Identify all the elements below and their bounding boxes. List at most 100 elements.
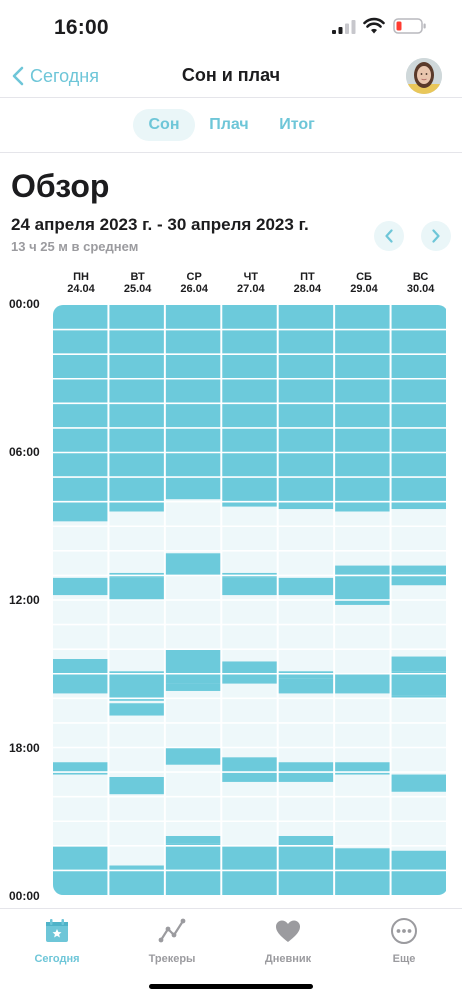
sleep-segment[interactable] (222, 572, 277, 578)
chevron-right-icon (432, 229, 440, 243)
day-weekday: ВС (412, 271, 429, 283)
more-icon (391, 918, 417, 944)
sleep-segment[interactable] (278, 671, 334, 679)
sleep-segment[interactable] (222, 757, 277, 773)
sleep-segment[interactable] (53, 577, 108, 596)
signal-icon (332, 20, 356, 34)
sleep-segment[interactable] (53, 772, 108, 775)
bottom-tab-trackers[interactable]: Трекеры (132, 917, 212, 967)
chevron-left-icon (12, 66, 24, 86)
prev-week-button[interactable] (374, 221, 404, 251)
sleep-segment[interactable] (335, 600, 390, 605)
tab-sleep[interactable]: Сон (133, 109, 195, 141)
wifi-icon (363, 17, 385, 34)
sleep-segment[interactable] (165, 843, 221, 895)
tab-total[interactable]: Итог (279, 116, 315, 133)
chevron-left-icon (385, 229, 393, 243)
back-button-label: Сегодня (30, 65, 99, 86)
sleep-segment[interactable] (222, 673, 277, 684)
sleep-segment[interactable] (391, 774, 446, 792)
sleep-segment[interactable] (222, 661, 277, 674)
sleep-segment[interactable] (391, 695, 446, 699)
trend-icon (158, 918, 186, 943)
sleep-segment[interactable] (278, 305, 334, 510)
day-date: 27.04 (237, 283, 265, 295)
sleep-segment[interactable] (391, 850, 446, 895)
page-title-nav: Сон и плач (181, 65, 281, 85)
sleep-segment[interactable] (335, 848, 390, 895)
sleep-segment[interactable] (165, 305, 221, 500)
bottom-tab-more[interactable]: Еще (364, 917, 444, 967)
sleep-segment[interactable] (109, 865, 164, 896)
avatar[interactable] (406, 58, 442, 94)
sleep-segment[interactable] (278, 762, 334, 773)
sleep-segment[interactable] (109, 777, 164, 795)
day-header-sat: СБ 29.04 (336, 271, 392, 295)
day-header-wed: СР 26.04 (166, 271, 222, 295)
sleep-segment[interactable] (109, 577, 164, 600)
status-bar: 16:00 (0, 0, 462, 54)
battery-icon (393, 18, 426, 34)
sleep-segment[interactable] (53, 762, 108, 773)
sleep-segment[interactable] (391, 656, 446, 672)
next-week-button[interactable] (421, 221, 451, 251)
y-tick-label: 12:00 (9, 593, 40, 607)
day-weekday: ЧТ (243, 271, 259, 283)
day-header-mon: ПН 24.04 (53, 271, 109, 295)
day-column (109, 305, 164, 895)
sleep-segment[interactable] (222, 845, 277, 895)
sleep-segment[interactable] (278, 772, 334, 782)
sleep-segment[interactable] (109, 671, 164, 701)
date-range: 24 апреля 2023 г. - 30 апреля 2023 г. (11, 215, 309, 234)
sleep-segment[interactable] (109, 305, 164, 512)
sleep-segment[interactable] (165, 836, 221, 844)
sleep-segment[interactable] (53, 305, 108, 522)
sleep-segment[interactable] (222, 577, 277, 596)
sleep-segment[interactable] (222, 305, 277, 507)
status-time: 16:00 (54, 16, 109, 39)
calendar-icon (46, 919, 68, 942)
sleep-segment[interactable] (109, 572, 164, 578)
sleep-segment[interactable] (335, 565, 390, 576)
y-tick-label: 00:00 (9, 889, 40, 903)
sleep-segment[interactable] (335, 305, 390, 512)
sleep-segment[interactable] (335, 762, 390, 775)
sleep-segment[interactable] (391, 565, 446, 573)
sleep-segment[interactable] (278, 678, 334, 694)
sleep-segment[interactable] (278, 836, 334, 846)
tab-cry[interactable]: Плач (209, 116, 249, 133)
sleep-segment[interactable] (335, 673, 390, 694)
day-date: 25.04 (123, 283, 152, 295)
back-button[interactable]: Сегодня (12, 62, 99, 90)
sleep-segment[interactable] (165, 649, 221, 684)
day-date: 24.04 (67, 283, 95, 295)
sleep-segment[interactable] (391, 305, 446, 510)
bottom-tab-diary[interactable]: Дневник (248, 917, 328, 967)
day-date: 26.04 (180, 283, 208, 295)
sleep-segment[interactable] (391, 671, 446, 696)
average-sleep: 13 ч 25 м в среднем (11, 239, 139, 254)
sleep-segment[interactable] (391, 572, 446, 586)
sleep-segment[interactable] (165, 683, 221, 691)
sleep-segment[interactable] (278, 577, 334, 596)
overview-title: Обзор (11, 168, 110, 204)
sleep-segment[interactable] (278, 845, 334, 895)
bottom-tab-today[interactable]: Сегодня (17, 917, 97, 967)
day-date: 28.04 (293, 283, 322, 295)
bottom-tab-label: Дневник (264, 953, 312, 965)
bottom-tab-label: Трекеры (148, 953, 196, 965)
day-column (222, 305, 277, 895)
day-column (278, 305, 334, 895)
sleep-segment[interactable] (53, 659, 108, 674)
sleep-segment[interactable] (109, 703, 164, 716)
sleep-segment[interactable] (165, 747, 221, 765)
sleep-segment[interactable] (53, 845, 108, 895)
segment-tabs: Сон Плач Итог (0, 99, 462, 153)
sleep-segment[interactable] (335, 575, 390, 600)
day-weekday: ПТ (300, 271, 315, 283)
nav-bar: Сегодня Сон и плач (0, 54, 462, 98)
sleep-segment[interactable] (222, 772, 277, 782)
sleep-segment[interactable] (165, 553, 221, 576)
sleep-segment[interactable] (53, 673, 108, 694)
y-tick-label: 06:00 (9, 445, 40, 459)
